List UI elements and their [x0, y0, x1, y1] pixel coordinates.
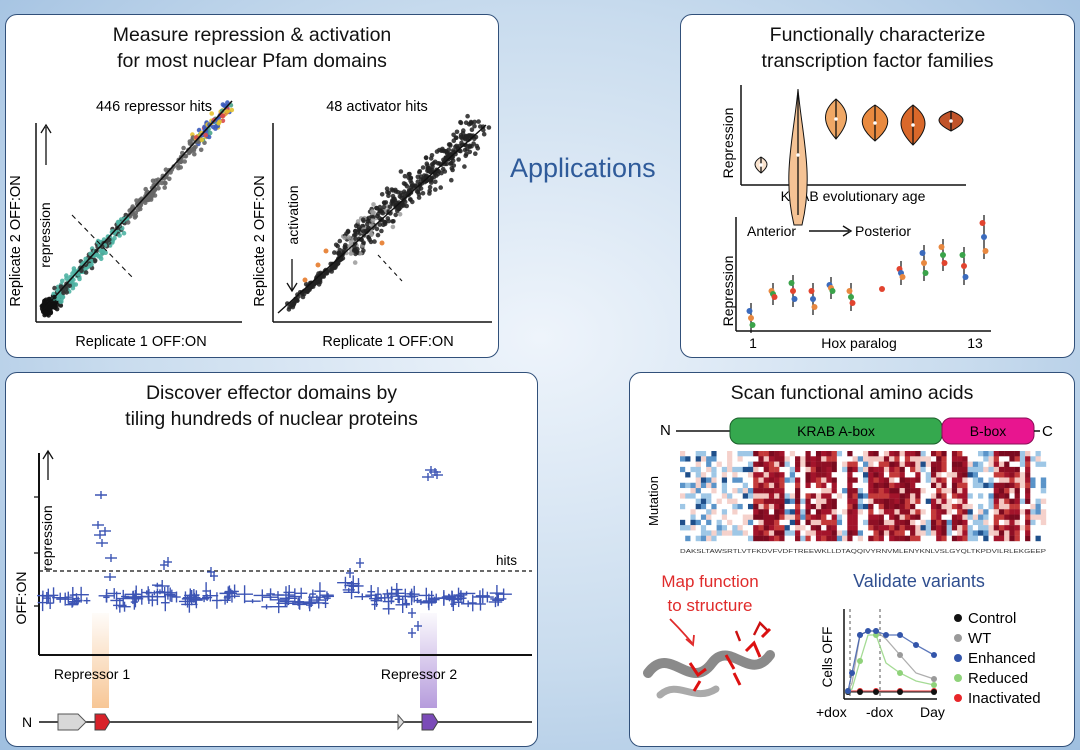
- panel-pfam-domains: Measure repression & activation for most…: [5, 14, 499, 358]
- panel-c-title-line1: Discover effector domains by: [145, 382, 398, 404]
- protein-domain-small: [397, 713, 405, 731]
- right-xlabel: Replicate 1 OFF:ON: [322, 334, 453, 350]
- amino-acid-scan-figure: N KRAB A-box B-box C Mutation DAKSLTAWSR…: [643, 417, 1053, 720]
- validation-legend: Control WT Enhanced Reduced Inactivated: [954, 610, 1041, 707]
- protein-structure-helix: [643, 620, 775, 699]
- protein-domain-repressor-2: [421, 713, 439, 731]
- repressor-hits-title: 446 repressor hits: [96, 99, 212, 115]
- legend-inactivated: Inactivated: [968, 690, 1041, 707]
- tiling-data-points: [37, 466, 512, 638]
- hox-x-start: 1: [749, 335, 757, 351]
- violin-xlabel: KRAB evolutionary age: [781, 188, 926, 204]
- right-ylabel: Replicate 2 OFF:ON: [252, 175, 268, 306]
- activator-hits-title: 48 activator hits: [326, 99, 428, 115]
- domain-c-label: C: [1042, 423, 1053, 440]
- protein-sequence: DAKSLTAWSRTLVTFKDVFVDFTREEWKLLDTAQQIVYRN…: [680, 549, 1046, 555]
- tiling-plot: OFF:ON repression hits Repressor 1 Repre…: [13, 449, 532, 731]
- legend-wt: WT: [968, 630, 991, 647]
- pfam-scatter-plots: 446 repressor hits Replicate 2 OFF:ON Re…: [8, 99, 492, 350]
- hox-paralog-points: [746, 215, 989, 333]
- hox-xlabel: Hox paralog: [821, 335, 897, 351]
- krab-age-violins: [754, 88, 964, 226]
- activation-arrow-label: activation: [285, 185, 301, 244]
- panel-amino-acid-scan: Scan functional amino acids N KRAB A-box…: [629, 372, 1075, 747]
- repressor-1-label: Repressor 1: [54, 666, 130, 682]
- repressor-2-label: Repressor 2: [381, 666, 457, 682]
- violin-ylabel: Repression: [720, 108, 736, 179]
- panel-a-title-line2: for most nuclear Pfam domains: [117, 50, 387, 72]
- panel-tiling: Discover effector domains by tiling hund…: [5, 372, 538, 747]
- legend-reduced: Reduced: [968, 670, 1028, 687]
- mutation-label: Mutation: [646, 476, 661, 526]
- krab-a-box-label: KRAB A-box: [797, 423, 875, 439]
- map-function-line2: to structure: [667, 596, 752, 615]
- applications-label: Applications: [510, 153, 656, 183]
- x-label-minus-dox: -dox: [866, 704, 893, 720]
- validate-variants-title: Validate variants: [853, 571, 985, 591]
- panel-b-title-line1: Functionally characterize: [769, 24, 986, 46]
- x-label-plus-dox: +dox: [816, 704, 847, 720]
- tiling-ylabel: OFF:ON: [13, 572, 29, 625]
- krab-b-box-label: B-box: [970, 423, 1007, 439]
- cells-off-label: Cells OFF: [820, 627, 835, 688]
- repressor-scatter-points: [39, 100, 235, 318]
- panel-b-title-line2: transcription factor families: [761, 50, 994, 72]
- tf-family-plots: Repression KRAB evolutionary age Repress…: [720, 85, 991, 351]
- x-label-day: Day: [920, 704, 945, 720]
- map-function-line1: Map function: [661, 572, 758, 591]
- panel-c-title-line2: tiling hundreds of nuclear proteins: [125, 408, 418, 430]
- protein-domain-grey: [57, 713, 87, 731]
- protein-domain-repressor-1: [94, 713, 111, 731]
- posterior-label: Posterior: [855, 223, 911, 239]
- tiling-repression-label: repression: [39, 505, 55, 570]
- legend-control: Control: [968, 610, 1016, 627]
- left-xlabel: Replicate 1 OFF:ON: [75, 334, 206, 350]
- domain-n-label: N: [660, 422, 671, 439]
- validation-time-course: [845, 628, 937, 695]
- left-ylabel: Replicate 2 OFF:ON: [8, 175, 24, 306]
- hox-ylabel: Repression: [720, 256, 736, 327]
- repression-arrow-label: repression: [37, 202, 53, 267]
- legend-enhanced: Enhanced: [968, 650, 1036, 667]
- protein-n-label: N: [22, 714, 32, 730]
- hox-x-end: 13: [967, 335, 983, 351]
- anterior-label: Anterior: [747, 223, 796, 239]
- mutation-heatmap: [680, 451, 1047, 542]
- panel-tf-families: Functionally characterize transcription …: [680, 14, 1075, 358]
- panel-a-title-line1: Measure repression & activation: [112, 24, 392, 46]
- panel-d-title: Scan functional amino acids: [730, 382, 974, 404]
- hits-label: hits: [496, 553, 517, 568]
